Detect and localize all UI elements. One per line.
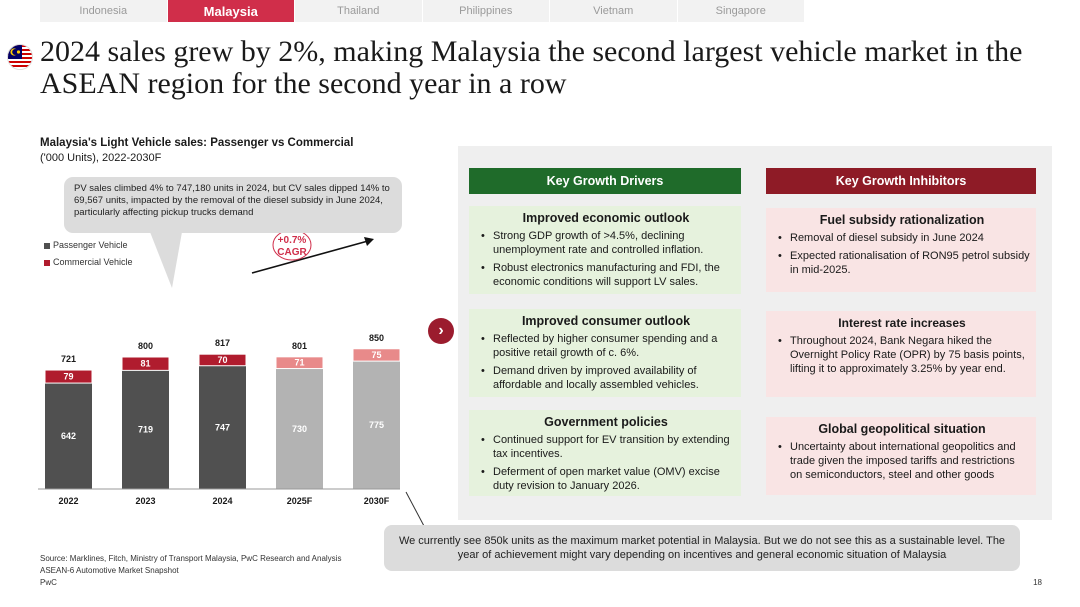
page-number: 18 (1033, 578, 1042, 587)
tab-thailand[interactable]: Thailand (295, 0, 423, 22)
driver-title: Improved economic outlook (522, 211, 690, 225)
chart-legend: Passenger Vehicle Commercial Vehicle (44, 237, 133, 271)
data-label-passenger: 730 (292, 424, 307, 434)
source-note: Source: Marklines, Fitch, Ministry of Tr… (40, 554, 342, 563)
inhibitor-title: Fuel subsidy rationalization (819, 213, 985, 227)
bar-passenger-2024 (199, 365, 246, 489)
report-name: ASEAN-6 Automotive Market Snapshot (40, 566, 179, 575)
data-label-commercial: 81 (140, 359, 150, 369)
bar-commercial-2025F (275, 356, 324, 370)
cagr-arrowhead (364, 237, 374, 246)
bar-passenger-2025F (276, 368, 323, 489)
bullet: Demand driven by improved availability o… (477, 364, 735, 392)
callout-tail (150, 232, 182, 288)
bar-passenger-2030F (353, 361, 400, 489)
bullet: Removal of diesel subsidy in June 2024 (774, 231, 1030, 245)
driver-box-consumer: Improved consumer outlook Reflected by h… (469, 309, 741, 397)
driver-box-economic: Improved economic outlook Strong GDP gro… (469, 206, 741, 294)
tab-indonesia[interactable]: Indonesia (40, 0, 168, 22)
x-tick-label: 2025F (287, 496, 313, 506)
bar-passenger-2022 (45, 383, 92, 489)
data-label-total: 721 (61, 354, 76, 364)
driver-bullets: Reflected by higher consumer spending an… (477, 332, 735, 392)
inhibitor-box-interest: Interest rate increases Throughout 2024,… (766, 311, 1036, 397)
inhibitor-title: Interest rate increases (838, 316, 966, 330)
bottom-note: We currently see 850k units as the maxim… (384, 525, 1020, 571)
bullet: Deferment of open market value (OMV) exc… (477, 465, 735, 493)
data-label-passenger: 719 (138, 425, 153, 435)
brand-name: PwC (40, 578, 57, 587)
cagr-label: CAGR (277, 247, 307, 258)
stacked-bar-chart: 642 79 721 2022 719 81 800 2023 747 70 817 2024 730 7… (38, 229, 401, 506)
data-label-total: 801 (292, 341, 307, 351)
inhibitor-box-geopolitical: Global geopolitical situation Uncertaint… (766, 417, 1036, 495)
tab-vietnam[interactable]: Vietnam (550, 0, 678, 22)
bar-commercial-2022 (44, 369, 93, 384)
driver-box-government: Government policies Continued support fo… (469, 410, 741, 496)
data-label-commercial: 71 (294, 358, 304, 368)
tab-singapore[interactable]: Singapore (677, 0, 805, 22)
data-label-passenger: 775 (369, 420, 384, 430)
driver-bullets: Continued support for EV transition by e… (477, 433, 735, 493)
inhibitor-bullets: Throughout 2024, Bank Negara hiked the O… (774, 334, 1030, 376)
bullet: Continued support for EV transition by e… (477, 433, 735, 461)
bullet: Reflected by higher consumer spending an… (477, 332, 735, 360)
driver-title: Improved consumer outlook (521, 314, 691, 328)
x-tick-label: 2024 (212, 496, 232, 506)
driver-bullets: Strong GDP growth of >4.5%, declining un… (477, 229, 735, 289)
data-label-total: 800 (138, 341, 153, 351)
bullet: Throughout 2024, Bank Negara hiked the O… (774, 334, 1030, 376)
tab-malaysia[interactable]: Malaysia (167, 0, 295, 22)
data-label-passenger: 747 (215, 422, 230, 432)
chart-title: Malaysia's Light Vehicle sales: Passenge… (40, 137, 354, 149)
inhibitor-title: Global geopolitical situation (818, 422, 986, 436)
drivers-header: Key Growth Drivers (469, 168, 741, 194)
data-label-commercial: 70 (217, 355, 227, 365)
bar-commercial-2023 (121, 356, 170, 371)
legend-item-commercial: Commercial Vehicle (44, 254, 133, 271)
malaysia-flag-icon (7, 44, 33, 70)
inhibitor-bullets: Removal of diesel subsidy in June 2024 E… (774, 231, 1030, 277)
data-label-total: 817 (215, 338, 230, 348)
note-pointer (405, 491, 425, 527)
cagr-arrow (251, 240, 369, 274)
data-label-passenger: 642 (61, 431, 76, 441)
bar-commercial-2030F (352, 348, 401, 362)
inhibitors-header: Key Growth Inhibitors (766, 168, 1036, 194)
x-tick-label: 2022 (58, 496, 78, 506)
legend-label: Passenger Vehicle (53, 240, 128, 250)
country-tabs: Indonesia Malaysia Thailand Philippines … (40, 0, 805, 22)
chevron-right-icon: › (428, 318, 454, 344)
inhibitor-bullets: Uncertainty about international geopolit… (774, 440, 1030, 482)
data-label-commercial: 79 (63, 372, 73, 382)
chart-callout: PV sales climbed 4% to 747,180 units in … (64, 177, 402, 233)
bullet: Expected rationalisation of RON95 petrol… (774, 249, 1030, 277)
bar-commercial-2024 (198, 353, 247, 367)
inhibitor-box-fuel: Fuel subsidy rationalization Removal of … (766, 208, 1036, 292)
x-tick-label: 2030F (364, 496, 390, 506)
data-label-total: 850 (369, 333, 384, 343)
bullet: Uncertainty about international geopolit… (774, 440, 1030, 482)
x-tick-label: 2023 (135, 496, 155, 506)
driver-title: Government policies (544, 415, 668, 429)
bar-passenger-2023 (122, 370, 169, 489)
bullet: Strong GDP growth of >4.5%, declining un… (477, 229, 735, 257)
legend-label: Commercial Vehicle (53, 257, 133, 267)
legend-item-passenger: Passenger Vehicle (44, 237, 133, 254)
page-title: 2024 sales grew by 2%, making Malaysia t… (40, 35, 1023, 100)
cagr-value: +0.7% (278, 235, 307, 246)
tab-philippines[interactable]: Philippines (422, 0, 550, 22)
bullet: Robust electronics manufacturing and FDI… (477, 261, 735, 289)
data-label-commercial: 75 (371, 350, 381, 360)
chart-subtitle: ('000 Units), 2022-2030F (40, 152, 162, 164)
